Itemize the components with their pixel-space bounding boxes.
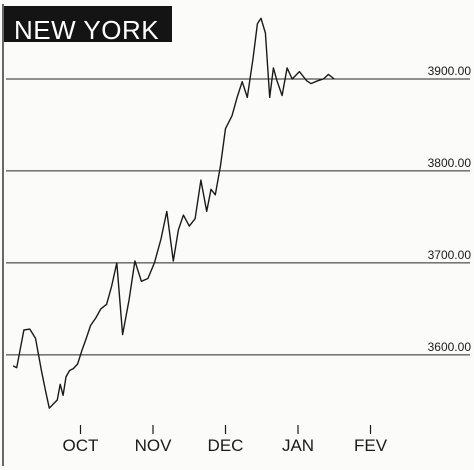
series-line <box>12 17 335 409</box>
x-tick-label: NOV <box>135 436 173 455</box>
y-tick-label: 3800.00 <box>428 156 472 170</box>
y-tick-label: 3900.00 <box>428 64 472 78</box>
y-tick-labels: 3900.00 3800.00 3700.00 3600.00 <box>428 64 472 354</box>
gridlines <box>2 4 470 466</box>
x-tick-labels: OCT NOV DEC JAN FEV <box>63 425 388 455</box>
y-tick-label: 3700.00 <box>428 248 472 262</box>
x-tick-label: OCT <box>63 436 99 455</box>
x-tick-label: FEV <box>354 436 388 455</box>
x-tick-label: DEC <box>208 436 244 455</box>
y-tick-label: 3600.00 <box>428 340 472 354</box>
chart-title: NEW YORK <box>14 15 160 45</box>
title-banner: NEW YORK <box>4 6 172 45</box>
x-tick-label: JAN <box>282 436 314 455</box>
series <box>12 17 335 409</box>
